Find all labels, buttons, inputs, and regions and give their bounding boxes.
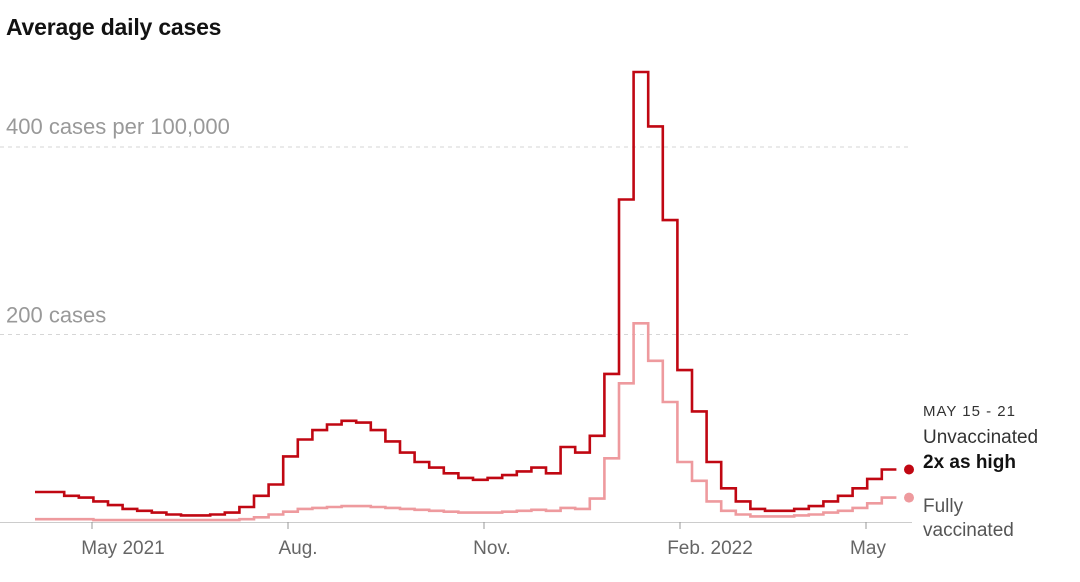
- fully-vaccinated-endpoint-dot: [904, 492, 914, 503]
- annotation-ratio: 2x as high: [923, 452, 1016, 473]
- x-tick-label: Nov.: [473, 538, 511, 559]
- x-tick-label: May 2021: [81, 538, 164, 559]
- chart-title: Average daily cases: [6, 14, 222, 40]
- annotation-vaccinated-line2: vaccinated: [923, 520, 1014, 541]
- unvaccinated-endpoint-dot: [904, 464, 914, 475]
- x-tick-label: Feb. 2022: [667, 538, 753, 559]
- x-tick-label: Aug.: [278, 538, 317, 559]
- annotation-unvaccinated-label: Unvaccinated: [923, 427, 1038, 448]
- x-axis-ticks: May 2021 Aug. Nov. Feb. 2022 May: [81, 522, 886, 559]
- y-label-400: 400 cases per 100,000: [6, 114, 230, 139]
- annotation-vaccinated-line1: Fully: [923, 496, 964, 517]
- fully-vaccinated-line: [35, 322, 897, 522]
- unvaccinated-line: [35, 70, 897, 517]
- x-tick-label: May: [850, 538, 886, 559]
- annotation-date-range: MAY 15 - 21: [923, 403, 1016, 420]
- y-label-200: 200 cases: [6, 303, 106, 328]
